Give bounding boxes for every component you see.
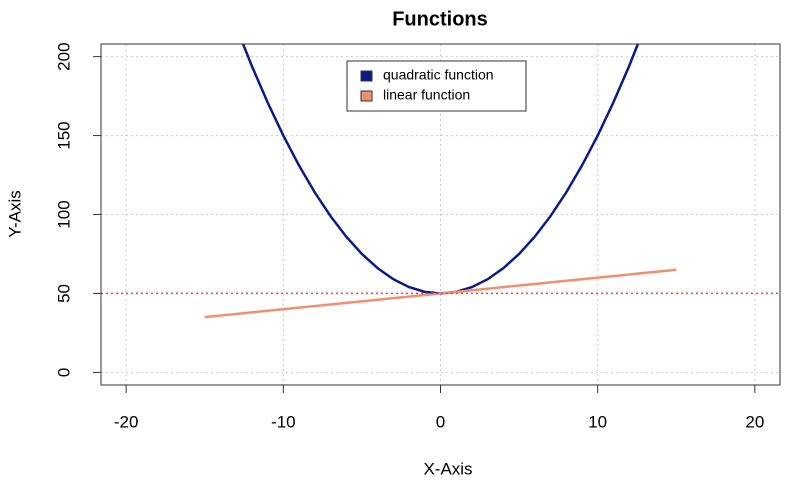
x-tick-label: -20 (114, 412, 139, 431)
x-tick-label: 0 (436, 412, 445, 431)
plot-frame (100, 43, 781, 386)
legend-label: quadratic function (383, 67, 494, 83)
legend-swatch (360, 90, 373, 102)
legend-label: linear function (383, 87, 470, 103)
y-tick-label: 100 (54, 200, 73, 228)
y-tick-label: 150 (54, 121, 73, 149)
legend-swatch (360, 70, 373, 82)
y-tick-label: 0 (54, 368, 73, 377)
plot-area (101, 44, 780, 319)
series-line (204, 268, 677, 319)
x-tick-label: 20 (745, 412, 764, 431)
legend-box (346, 60, 527, 112)
x-tick-label: 10 (588, 412, 607, 431)
y-tick-label: 200 (54, 42, 73, 70)
x-tick-label: -10 (271, 412, 296, 431)
y-tick-label: 50 (54, 284, 73, 303)
x-axis-label: X-Axis (423, 459, 472, 478)
y-axis-label: Y-Axis (5, 190, 24, 238)
chart-title: Functions (392, 8, 488, 30)
